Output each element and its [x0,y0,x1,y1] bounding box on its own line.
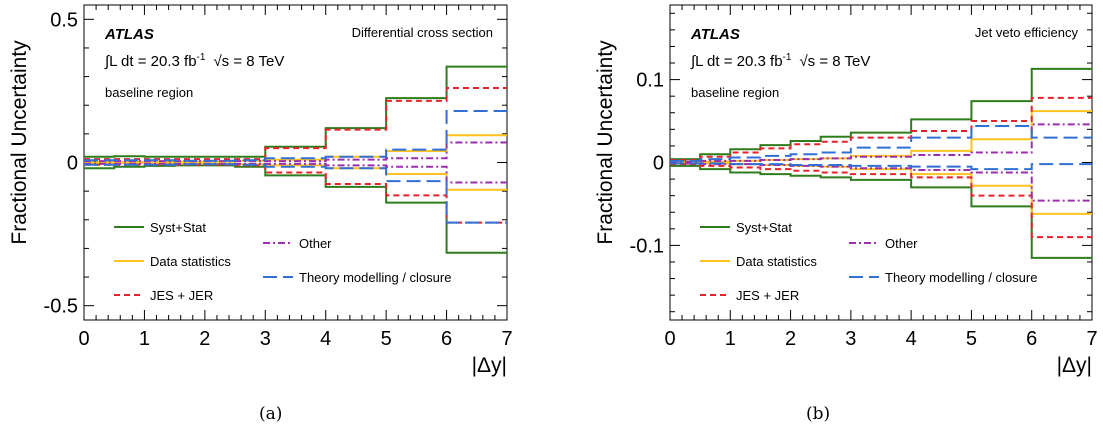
legend-label: JES + JER [736,288,799,303]
y-tick-label: -0.1 [630,235,664,257]
x-tick-label: 0 [78,328,89,350]
series-group [670,67,1092,259]
series-theory-modelling-closure-down [84,163,507,224]
series-theory-modelling-closure-down [670,162,1092,171]
legend-label: JES + JER [150,288,213,303]
x-tick-label: 6 [441,328,452,350]
series-syst-stat-down [670,164,1092,259]
legend-label: Other [885,236,918,251]
region-label: baseline region [691,85,779,100]
x-tick-label: 5 [381,328,392,350]
x-tick-label: 7 [501,328,512,350]
y-tick-label: 0.5 [50,9,78,31]
annotations: ATLAS ∫L dt = 20.3 fb-1 √s = 8 TeV baseline… [690,25,1078,100]
legend-label: Theory modelling / closure [299,270,451,285]
y-tick-label: 0.1 [636,70,664,92]
legend-label: Other [299,236,332,251]
y-axis: -0.5 0 0.5 Fractional Uncertainty [8,9,507,318]
x-tick-label: 3 [260,328,271,350]
x-axis-label: |Δy| [1057,354,1092,377]
series-theory-modelling-closure-up [84,109,507,162]
y-tick-label: 0 [653,153,664,175]
series-jes-jer-up [84,87,507,161]
caption-a: (a) [259,404,283,424]
lumi-label: ∫L dt = 20.3 fb-1 √s = 8 TeV [690,52,870,70]
x-tick-label: 0 [664,328,675,350]
x-tick-label: 4 [906,328,917,350]
series-syst-stat-up [670,67,1092,161]
series-syst-stat-down [84,164,507,254]
legend-label: Syst+Stat [736,220,792,235]
panel-annotation: Jet veto efficiency [975,25,1079,40]
panel-b: 0 1 2 3 4 5 6 7 |Δy| -0.1 0 0.1 Fractional Uncertain… [594,4,1098,377]
x-tick-label: 3 [845,328,856,350]
y-axis-label: Fractional Uncertainty [594,40,617,245]
legend-label: Theory modelling / closure [885,270,1037,285]
y-tick-label: 0 [67,153,78,175]
x-tick-label: 1 [139,328,150,350]
legend-label: Data statistics [736,254,817,269]
experiment-label: ATLAS [104,26,154,43]
series-other-up [670,123,1092,163]
x-axis: 0 1 2 3 4 5 6 7 |Δy| [664,5,1098,377]
x-axis: 0 1 2 3 4 5 6 7 |Δy| [78,5,513,377]
legend-label: Syst+Stat [150,220,206,235]
legend: Syst+Stat Data statistics JES + JER Other Th… [114,220,451,303]
experiment-label: ATLAS [690,26,740,43]
x-tick-label: 6 [1026,328,1037,350]
x-tick-label: 2 [199,328,210,350]
lumi-label: ∫L dt = 20.3 fb-1 √s = 8 TeV [104,52,284,70]
legend: Syst+Stat Data statistics JES + JER Other Th… [700,220,1037,303]
x-axis-label: |Δy| [472,354,507,377]
series-group [84,65,507,254]
annotations: ATLAS ∫L dt = 20.3 fb-1 √s = 8 TeV baseline… [104,25,493,100]
legend-label: Data statistics [150,254,231,269]
series-jes-jer-up [670,96,1092,162]
series-jes-jer-down [670,163,1092,239]
x-tick-label: 1 [725,328,736,350]
x-tick-label: 4 [320,328,331,350]
series-data-statistics-up [670,110,1092,163]
series-syst-stat-up [84,65,507,158]
caption-b: (b) [806,404,831,424]
x-tick-label: 7 [1086,328,1097,350]
y-axis: -0.1 0 0.1 Fractional Uncertainty [594,12,1092,313]
region-label: baseline region [105,85,193,100]
x-tick-label: 5 [966,328,977,350]
panel-annotation: Differential cross section [352,25,493,40]
x-tick-label: 2 [785,328,796,350]
y-axis-label: Fractional Uncertainty [8,40,31,245]
y-tick-label: -0.5 [44,296,78,318]
series-theory-modelling-closure-up [670,125,1092,162]
